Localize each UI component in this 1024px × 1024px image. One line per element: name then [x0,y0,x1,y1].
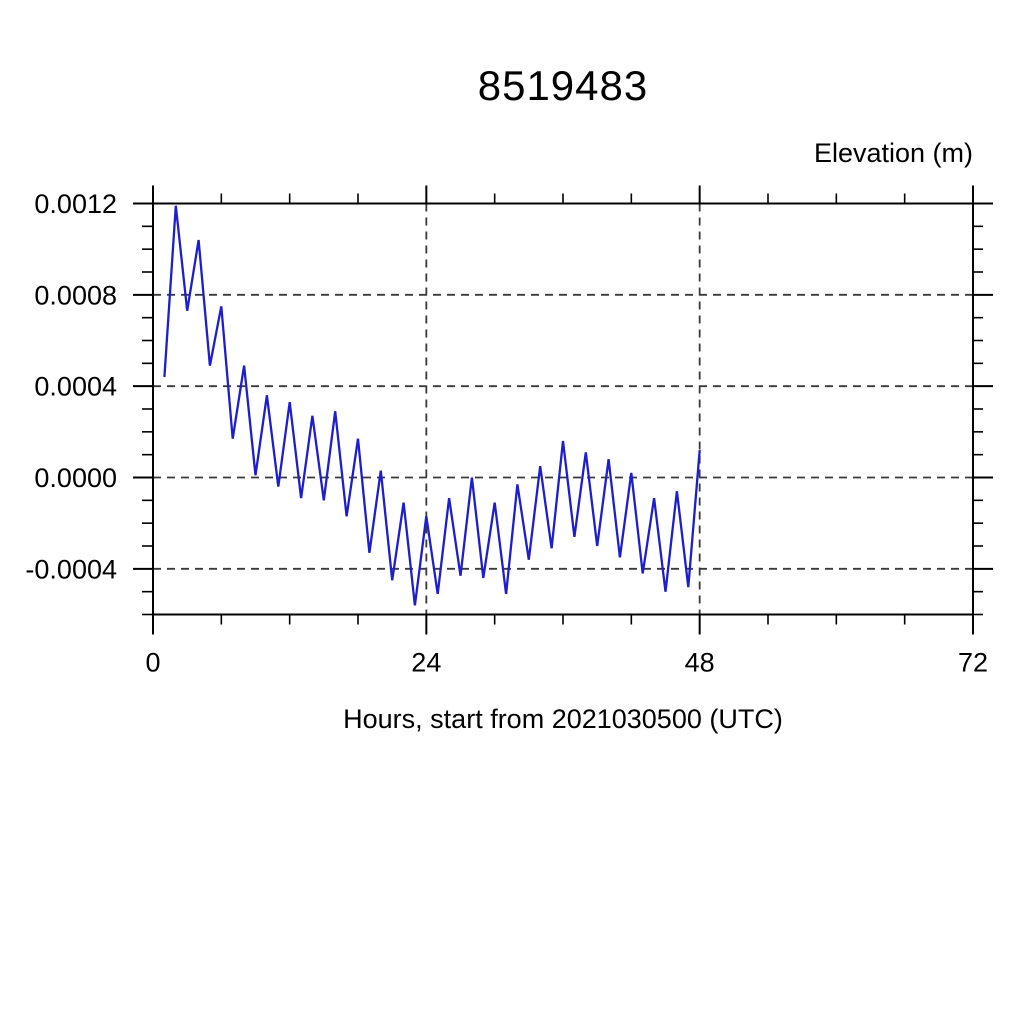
x-tick-label: 24 [411,648,441,678]
y-tick-label: 0.0008 [34,280,117,310]
elevation-series-line [163,205,701,606]
x-axis-title: Hours, start from 2021030500 (UTC) [343,704,783,734]
y-tick-label: -0.0004 [25,554,117,584]
chart-title: 8519483 [477,62,649,109]
y-tick-label: 0.0004 [34,372,117,402]
y-axis-title: Elevation (m) [813,138,973,168]
y-tick-label: 0.0000 [34,463,117,493]
x-tick-label: 0 [145,648,160,678]
x-tick-label: 72 [958,648,988,678]
x-tick-label: 48 [685,648,715,678]
y-tick-label: 0.0012 [34,189,117,219]
plot-frame [152,202,974,616]
